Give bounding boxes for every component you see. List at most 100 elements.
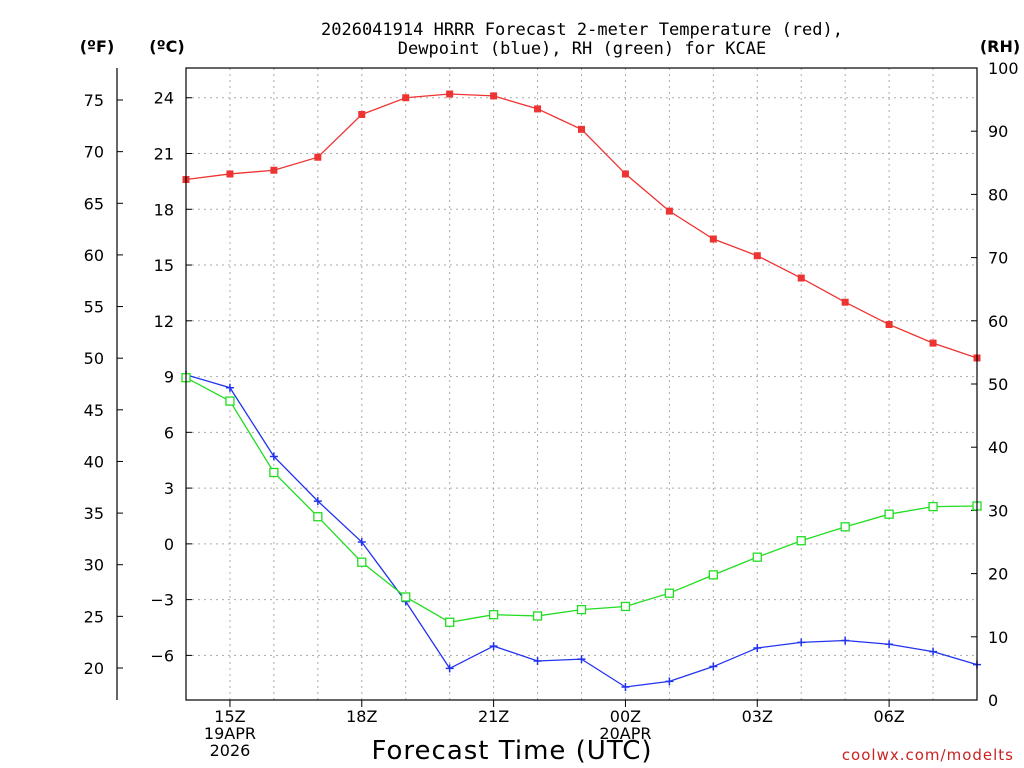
celsius-tick-label: 18: [154, 200, 174, 219]
rh-point: [357, 557, 367, 567]
x-tick-label: 15Z: [214, 707, 245, 726]
series-layer: [181, 90, 982, 691]
temperature-point: [490, 92, 498, 100]
celsius-tick-label: 15: [154, 256, 174, 275]
celsius-tick-label: 0: [164, 535, 174, 554]
chart-title-line-2: Dewpoint (blue), RH (green) for KCAE: [398, 39, 766, 59]
celsius-tick-label: 12: [154, 312, 174, 331]
dewpoint-point: [797, 638, 806, 647]
rh-tick-label: 10: [988, 628, 1008, 647]
celsius-tick-label: 6: [164, 423, 174, 442]
rh-point: [269, 467, 279, 478]
fahrenheit-tick-label: 75: [84, 91, 104, 110]
dewpoint-point: [665, 677, 674, 686]
celsius-tick-label: −6: [150, 646, 174, 665]
rh-tick-label: 60: [988, 312, 1008, 331]
rh-point: [796, 536, 806, 546]
x-tick-label: 03Z: [742, 707, 773, 726]
plot-frame: [185, 67, 978, 701]
dewpoint-point: [753, 643, 762, 652]
celsius-tick-label: 21: [154, 145, 174, 164]
dewpoint-point: [489, 642, 498, 651]
credit-label: coolwx.com/modelts: [842, 746, 1014, 764]
rh-point: [664, 588, 675, 598]
x-tick-label: 20APR: [599, 724, 651, 743]
celsius-tick-label: 24: [154, 89, 174, 108]
rh-point: [401, 592, 411, 602]
rh-unit-label: (RH): [980, 37, 1020, 56]
chart-title-line-1: 2026041914 HRRR Forecast 2-meter Tempera…: [321, 20, 843, 40]
x-tick-label: 18Z: [346, 707, 377, 726]
x-tick-label: 00Z: [610, 707, 641, 726]
fahrenheit-tick-label: 50: [84, 349, 104, 368]
rh-point: [532, 611, 543, 621]
rh-point: [620, 601, 631, 612]
dewpoint-point: [621, 682, 630, 691]
dewpoint-point: [445, 664, 454, 673]
rh-tick-label: 20: [988, 565, 1008, 584]
x-tick-label: 19APR: [204, 724, 256, 743]
dewpoint-point: [709, 662, 718, 671]
rh-point: [708, 570, 718, 580]
fahrenheit-tick-label: 25: [84, 607, 104, 626]
rh-point: [840, 522, 850, 532]
temperature-point: [358, 110, 366, 118]
dewpoint-point: [841, 636, 850, 645]
rh-tick-label: 70: [988, 249, 1008, 268]
fahrenheit-tick-label: 45: [84, 401, 104, 420]
fahrenheit-tick-label: 40: [84, 452, 104, 471]
dewpoint-point: [577, 655, 586, 664]
temperature-point: [534, 105, 542, 113]
fahrenheit-tick-label: 70: [84, 143, 104, 162]
rh-tick-label: 40: [988, 438, 1008, 457]
temperature-point: [226, 170, 234, 178]
temperature-point: [929, 339, 937, 347]
temperature-point: [665, 207, 673, 215]
x-tick-label: 2026: [210, 741, 251, 760]
rh-tick-label: 80: [988, 185, 1008, 204]
temperature-point: [753, 252, 761, 260]
temperature-point: [446, 90, 454, 98]
fahrenheit-tick-label: 55: [84, 298, 104, 317]
celsius-axis: 24 21 18 15 12 9 6 3 0 −3 −6: [150, 89, 192, 665]
rh-tick-label: 100: [988, 59, 1019, 78]
celsius-tick-label: −3: [150, 591, 174, 610]
temperature-point: [314, 153, 322, 161]
dewpoint-point: [357, 538, 366, 546]
x-tick-label: 21Z: [478, 707, 509, 726]
fahrenheit-axis: 75 70 65 60 55 50 45 40 35 30 25 20: [84, 91, 123, 678]
fahrenheit-tick-label: 35: [84, 504, 104, 523]
rh-tick-label: 50: [988, 375, 1008, 394]
rh-tick-label: 0: [988, 691, 998, 710]
temperature-point: [578, 125, 585, 133]
rh-point: [313, 512, 323, 522]
rh-point: [576, 604, 587, 615]
rh-point: [488, 610, 499, 620]
rh-tick-label: 90: [988, 122, 1008, 141]
dewpoint-point: [533, 656, 542, 665]
dewpoint-point: [313, 497, 322, 506]
fahrenheit-tick-label: 20: [84, 659, 104, 678]
fahrenheit-tick-label: 65: [84, 194, 104, 213]
fahrenheit-tick-label: 60: [84, 246, 104, 265]
temperature-point: [709, 235, 717, 243]
rh-point: [752, 552, 762, 562]
rh-point: [884, 509, 894, 519]
dewpoint-point: [225, 383, 234, 392]
rh-point: [928, 501, 938, 512]
dewpoint-point: [929, 647, 938, 656]
fahrenheit-unit-label: (ºF): [80, 37, 115, 56]
rh-point: [225, 396, 235, 406]
celsius-unit-label: (ºC): [149, 37, 184, 56]
temperature-point: [797, 274, 805, 282]
celsius-tick-label: 9: [164, 368, 174, 387]
temperature-point: [841, 298, 849, 306]
dewpoint-point: [885, 640, 894, 649]
rh-point: [445, 617, 455, 627]
dewpoint-point: [269, 452, 278, 461]
rh-tick-label: 30: [988, 501, 1008, 520]
fahrenheit-tick-label: 30: [84, 556, 104, 575]
